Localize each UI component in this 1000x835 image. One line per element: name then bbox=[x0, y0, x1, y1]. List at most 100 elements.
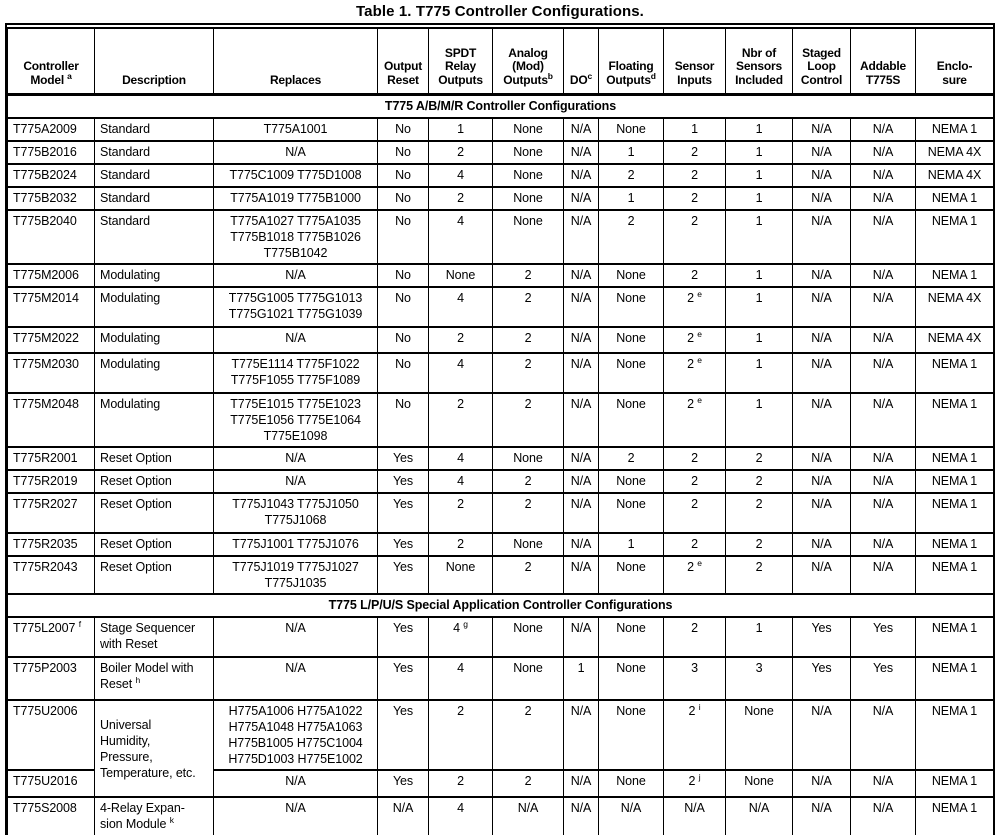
cell-replaces: T775A1019 T775B1000 bbox=[213, 186, 378, 211]
table-row: T775S2008 4-Relay Expan-sion Module k N/A N… bbox=[7, 796, 994, 835]
cell-do: N/A bbox=[563, 796, 599, 835]
cell-replaces: T775G1005 T775G1013 T775G1021 T775G1039 bbox=[213, 286, 378, 328]
cell-output-reset: No bbox=[377, 163, 429, 188]
cell-spdt-relay-outputs: 4 bbox=[428, 796, 493, 835]
cell-nbr-sensors-included: 1 bbox=[725, 117, 793, 142]
cell-nbr-sensors-included: None bbox=[725, 699, 793, 771]
cell-spdt-relay-outputs: 4 bbox=[428, 656, 493, 701]
cell-spdt-relay-outputs: 2 bbox=[428, 326, 493, 354]
cell-floating-outputs: 2 bbox=[598, 163, 664, 188]
cell-staged-loop-control: N/A bbox=[792, 286, 851, 328]
cell-analog-mod-outputs: 2 bbox=[492, 263, 564, 288]
table-row: T775R2001 Reset Option N/A Yes 4 None N/A 2 2 2 N/… bbox=[7, 446, 994, 471]
table-row: T775B2016 Standard N/A No 2 None N/A 1 2 1 N/A N/A N… bbox=[7, 140, 994, 165]
cell-analog-mod-outputs: 2 bbox=[492, 326, 564, 354]
cell-analog-mod-outputs: 2 bbox=[492, 769, 564, 798]
footnote-marker: f bbox=[78, 618, 81, 629]
cell-addable-t775s: N/A bbox=[850, 286, 916, 328]
cell-nbr-sensors-included: 2 bbox=[725, 555, 793, 595]
cell-model: T775P2003 bbox=[7, 656, 95, 701]
cell-description: Modulating bbox=[94, 352, 214, 394]
cell-do: N/A bbox=[563, 616, 599, 658]
cell-description: Reset Option bbox=[94, 446, 214, 471]
cell-description: Universal Humidity, Pressure, Temperature, … bbox=[94, 699, 214, 798]
cell-analog-mod-outputs: None bbox=[492, 446, 564, 471]
footnote-marker: g bbox=[463, 618, 468, 629]
cell-output-reset: Yes bbox=[377, 616, 429, 658]
cell-staged-loop-control: N/A bbox=[792, 392, 851, 448]
footnote-marker: h bbox=[135, 674, 141, 685]
cell-nbr-sensors-included: 2 bbox=[725, 492, 793, 534]
cell-floating-outputs: N/A bbox=[598, 796, 664, 835]
cell-do: N/A bbox=[563, 163, 599, 188]
cell-enclosure: NEMA 4X bbox=[915, 326, 994, 354]
cell-enclosure: NEMA 1 bbox=[915, 492, 994, 534]
cell-output-reset: No bbox=[377, 286, 429, 328]
cell-model: T775B2040 bbox=[7, 209, 95, 265]
cell-output-reset: No bbox=[377, 326, 429, 354]
cell-staged-loop-control: N/A bbox=[792, 446, 851, 471]
cell-sensor-inputs: 2 bbox=[663, 446, 726, 471]
cell-model: T775R2035 bbox=[7, 532, 95, 557]
cell-enclosure: NEMA 4X bbox=[915, 286, 994, 328]
cell-description: Standard bbox=[94, 209, 214, 265]
cell-addable-t775s: N/A bbox=[850, 392, 916, 448]
cell-do: N/A bbox=[563, 532, 599, 557]
cell-model: T775M2006 bbox=[7, 263, 95, 288]
cell-staged-loop-control: N/A bbox=[792, 186, 851, 211]
col-header-model: Controller Model a bbox=[7, 27, 95, 96]
cell-addable-t775s: Yes bbox=[850, 616, 916, 658]
cell-floating-outputs: None bbox=[598, 352, 664, 394]
footnote-marker: j bbox=[698, 771, 701, 782]
cell-description: Modulating bbox=[94, 286, 214, 328]
cell-analog-mod-outputs: None bbox=[492, 616, 564, 658]
cell-replaces: N/A bbox=[213, 140, 378, 165]
cell-analog-mod-outputs: None bbox=[492, 209, 564, 265]
section-header-row: T775 A/B/M/R Controller Configurations bbox=[7, 93, 994, 119]
cell-replaces: N/A bbox=[213, 769, 378, 798]
cell-enclosure: NEMA 1 bbox=[915, 186, 994, 211]
cell-do: N/A bbox=[563, 263, 599, 288]
col-header-floating-outputs: Floating Outputsd bbox=[598, 27, 664, 96]
cell-model: T775B2016 bbox=[7, 140, 95, 165]
cell-floating-outputs: None bbox=[598, 769, 664, 798]
cell-addable-t775s: N/A bbox=[850, 555, 916, 595]
cell-do: 1 bbox=[563, 656, 599, 701]
footnote-marker: i bbox=[698, 701, 701, 712]
footnote-marker: b bbox=[547, 70, 553, 81]
cell-spdt-relay-outputs: None bbox=[428, 555, 493, 595]
cell-staged-loop-control: Yes bbox=[792, 656, 851, 701]
section-header-label: T775 A/B/M/R Controller Configurations bbox=[7, 93, 994, 119]
cell-sensor-inputs: 2 i bbox=[663, 699, 726, 771]
table-row: T775U2016 N/A Yes 2 2 N/A None 2 j None N/A N/A NEM… bbox=[7, 769, 994, 798]
cell-nbr-sensors-included: 1 bbox=[725, 326, 793, 354]
cell-nbr-sensors-included: 2 bbox=[725, 532, 793, 557]
col-header-addable-t775s: Addable T775S bbox=[850, 27, 916, 96]
cell-nbr-sensors-included: 1 bbox=[725, 163, 793, 188]
cell-staged-loop-control: Yes bbox=[792, 616, 851, 658]
cell-spdt-relay-outputs: 4 bbox=[428, 469, 493, 494]
cell-replaces: T775J1001 T775J1076 bbox=[213, 532, 378, 557]
cell-floating-outputs: None bbox=[598, 555, 664, 595]
cell-floating-outputs: None bbox=[598, 326, 664, 354]
cell-addable-t775s: N/A bbox=[850, 163, 916, 188]
cell-addable-t775s: N/A bbox=[850, 532, 916, 557]
footnote-marker: e bbox=[697, 328, 702, 339]
cell-enclosure: NEMA 1 bbox=[915, 616, 994, 658]
cell-analog-mod-outputs: 2 bbox=[492, 469, 564, 494]
cell-model: T775M2030 bbox=[7, 352, 95, 394]
footnote-marker: e bbox=[697, 288, 702, 299]
header-row: Controller Model a Description Replaces Outp… bbox=[7, 27, 994, 96]
cell-output-reset: Yes bbox=[377, 555, 429, 595]
cell-addable-t775s: N/A bbox=[850, 263, 916, 288]
cell-spdt-relay-outputs: 4 bbox=[428, 352, 493, 394]
cell-staged-loop-control: N/A bbox=[792, 140, 851, 165]
cell-enclosure: NEMA 1 bbox=[915, 532, 994, 557]
cell-model: T775B2032 bbox=[7, 186, 95, 211]
cell-addable-t775s: Yes bbox=[850, 656, 916, 701]
cell-analog-mod-outputs: 2 bbox=[492, 286, 564, 328]
cell-nbr-sensors-included: 1 bbox=[725, 616, 793, 658]
cell-addable-t775s: N/A bbox=[850, 326, 916, 354]
footnote-marker: k bbox=[169, 814, 174, 825]
cell-enclosure: NEMA 1 bbox=[915, 446, 994, 471]
